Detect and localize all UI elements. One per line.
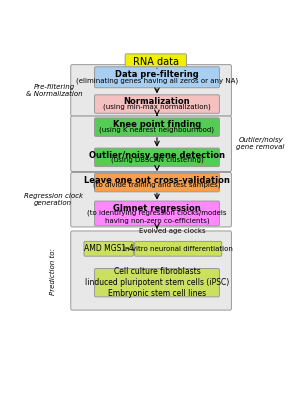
FancyBboxPatch shape	[95, 118, 219, 136]
Text: In-vitro neuronal differentiation: In-vitro neuronal differentiation	[123, 246, 233, 252]
Text: Prediction to:: Prediction to:	[50, 248, 56, 295]
Text: Outlier/noisy
gene removal: Outlier/noisy gene removal	[237, 137, 285, 150]
FancyBboxPatch shape	[71, 231, 231, 310]
FancyBboxPatch shape	[125, 54, 186, 70]
FancyBboxPatch shape	[95, 201, 219, 226]
Text: (using K nearest neighbourhood): (using K nearest neighbourhood)	[99, 126, 215, 133]
Text: (using DBSCAN clustering): (using DBSCAN clustering)	[111, 157, 203, 163]
Text: (eliminating genes having all zeros or any NA): (eliminating genes having all zeros or a…	[76, 77, 238, 84]
FancyBboxPatch shape	[95, 268, 219, 297]
Text: (to divide training and test samples): (to divide training and test samples)	[93, 182, 221, 188]
FancyBboxPatch shape	[71, 172, 231, 227]
FancyBboxPatch shape	[71, 65, 231, 116]
Text: Cell culture fibroblasts
Iinduced pluripotent stem cells (iPSC)
Embryonic stem c: Cell culture fibroblasts Iinduced plurip…	[85, 267, 229, 298]
Text: Leave one out cross-validation: Leave one out cross-validation	[84, 176, 230, 185]
Text: Evolved age clocks: Evolved age clocks	[139, 228, 206, 234]
Text: (using min-max normalization): (using min-max normalization)	[103, 104, 211, 110]
Text: RNA data: RNA data	[133, 57, 179, 67]
FancyBboxPatch shape	[95, 173, 219, 192]
Text: Normalization: Normalization	[124, 97, 190, 106]
Text: Outlier/noisy gene detection: Outlier/noisy gene detection	[89, 150, 225, 160]
Text: Glmnet regression: Glmnet regression	[113, 204, 201, 213]
Text: Pre-filtering
& Normalization: Pre-filtering & Normalization	[26, 84, 83, 97]
FancyBboxPatch shape	[95, 95, 219, 113]
Text: (to identifying regression clocks/models
having non-zero co-efficients): (to identifying regression clocks/models…	[87, 210, 227, 224]
Text: AMD MGS1-4: AMD MGS1-4	[84, 244, 133, 253]
FancyBboxPatch shape	[95, 148, 219, 166]
Text: Regression clock
generation: Regression clock generation	[24, 193, 83, 206]
FancyBboxPatch shape	[95, 67, 219, 88]
FancyBboxPatch shape	[135, 242, 222, 256]
FancyBboxPatch shape	[71, 116, 231, 172]
FancyBboxPatch shape	[84, 242, 133, 256]
Text: Knee point finding: Knee point finding	[113, 120, 201, 129]
Text: Data pre-filtering: Data pre-filtering	[115, 70, 199, 79]
